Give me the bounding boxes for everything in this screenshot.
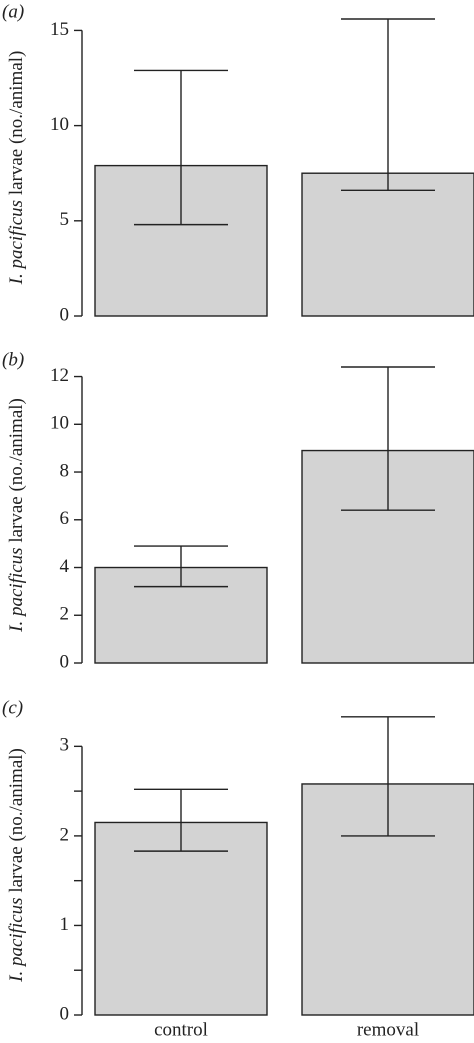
y-axis-label-italic: I. pacificus <box>6 547 27 632</box>
y-axis-label: I. pacificus larvae (no./animal) <box>6 398 27 633</box>
y-tick-label: 5 <box>60 209 70 230</box>
x-tick-label: control <box>154 1019 208 1040</box>
panel-label: (c) <box>2 697 23 718</box>
y-axis-label-italic: I. pacificus <box>6 897 27 982</box>
y-axis-label: I. pacificus larvae (no./animal) <box>6 51 27 286</box>
x-tick-label: removal <box>357 1019 419 1040</box>
y-axis-label-italic: I. pacificus <box>6 200 27 285</box>
panel-label: (b) <box>2 349 24 370</box>
bar <box>94 821 268 1016</box>
y-axis-label-text: larvae (no./animal) <box>6 748 27 893</box>
y-tick-label: 12 <box>50 365 69 386</box>
y-tick-label: 2 <box>60 604 70 625</box>
bar <box>301 172 474 317</box>
y-tick-label: 10 <box>50 413 69 434</box>
y-tick-label: 10 <box>50 114 69 135</box>
y-tick-label: 15 <box>50 19 69 40</box>
y-tick-label: 0 <box>60 304 70 325</box>
y-tick-label: 2 <box>60 824 70 845</box>
y-tick-label: 1 <box>60 914 70 935</box>
y-tick-label: 0 <box>60 651 70 672</box>
y-axis-label: I. pacificus larvae (no./animal) <box>6 748 27 983</box>
y-axis-label-text: larvae (no./animal) <box>6 51 27 196</box>
y-tick-label: 6 <box>60 508 70 529</box>
y-tick-label: 4 <box>60 556 70 577</box>
y-tick-label: 0 <box>60 1003 70 1024</box>
y-tick-label: 8 <box>60 460 70 481</box>
panel-label: (a) <box>2 1 24 22</box>
y-axis-label-text: larvae (no./animal) <box>6 398 27 543</box>
y-tick-label: 3 <box>60 735 70 756</box>
